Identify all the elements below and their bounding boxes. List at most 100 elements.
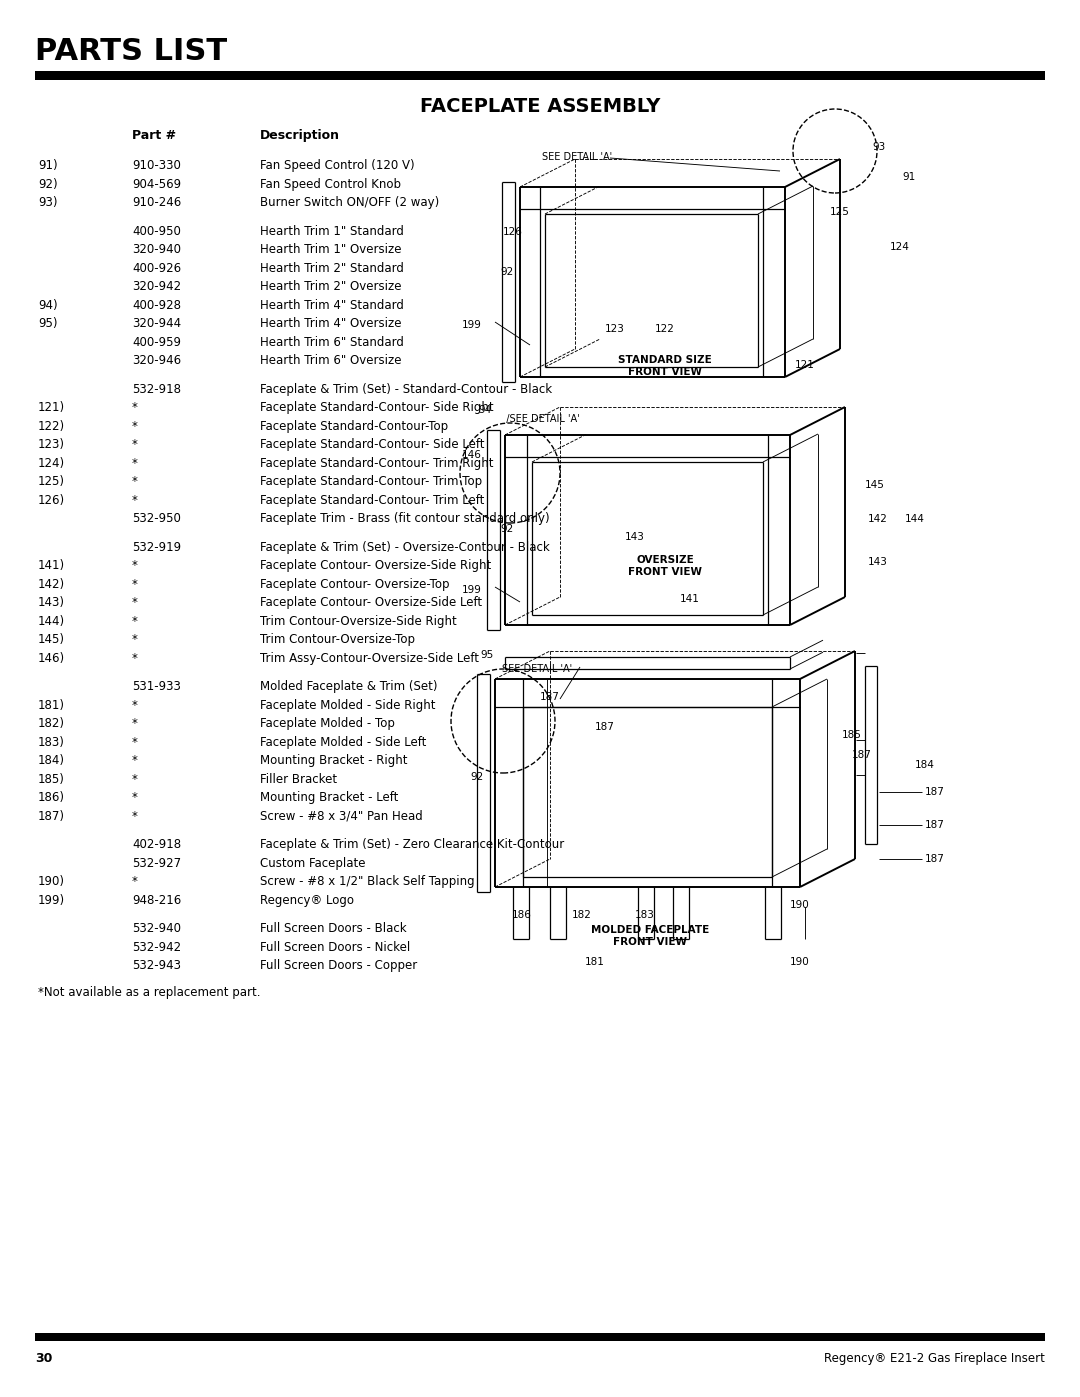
Text: *: * bbox=[132, 651, 138, 665]
Text: Faceplate Standard-Contour- Trim Right: Faceplate Standard-Contour- Trim Right bbox=[260, 457, 494, 469]
Text: Full Screen Doors - Copper: Full Screen Doors - Copper bbox=[260, 958, 417, 972]
Text: 400-926: 400-926 bbox=[132, 261, 181, 274]
Text: *: * bbox=[132, 633, 138, 645]
Text: STANDARD SIZE
FRONT VIEW: STANDARD SIZE FRONT VIEW bbox=[618, 355, 712, 377]
Text: Molded Faceplate & Trim (Set): Molded Faceplate & Trim (Set) bbox=[260, 680, 437, 693]
Text: 187: 187 bbox=[852, 750, 872, 760]
Text: Custom Faceplate: Custom Faceplate bbox=[260, 856, 365, 869]
Text: 185: 185 bbox=[842, 731, 862, 740]
Text: 532-940: 532-940 bbox=[132, 922, 181, 935]
Text: Fan Speed Control Knob: Fan Speed Control Knob bbox=[260, 177, 401, 190]
Text: 121: 121 bbox=[795, 360, 815, 370]
Text: 199: 199 bbox=[462, 320, 482, 330]
Text: *: * bbox=[132, 439, 138, 451]
Text: 94: 94 bbox=[478, 405, 491, 415]
Text: 402-918: 402-918 bbox=[132, 838, 181, 851]
Text: Regency® E21-2 Gas Fireplace Insert: Regency® E21-2 Gas Fireplace Insert bbox=[824, 1352, 1045, 1365]
Text: 91: 91 bbox=[902, 172, 915, 182]
Text: 124: 124 bbox=[890, 242, 909, 251]
Text: Part #: Part # bbox=[132, 129, 176, 142]
Text: 910-246: 910-246 bbox=[132, 196, 181, 210]
Text: OVERSIZE
FRONT VIEW: OVERSIZE FRONT VIEW bbox=[627, 555, 702, 577]
Text: 320-944: 320-944 bbox=[132, 317, 181, 330]
Text: Faceplate Standard-Contour- Side Left: Faceplate Standard-Contour- Side Left bbox=[260, 439, 485, 451]
Text: 125): 125) bbox=[38, 475, 65, 488]
Text: 184: 184 bbox=[915, 760, 935, 770]
Text: 185): 185) bbox=[38, 773, 65, 785]
Text: 532-943: 532-943 bbox=[132, 958, 181, 972]
Text: Faceplate Molded - Side Left: Faceplate Molded - Side Left bbox=[260, 735, 427, 749]
Text: Hearth Trim 6" Oversize: Hearth Trim 6" Oversize bbox=[260, 353, 402, 367]
Text: 182): 182) bbox=[38, 717, 65, 731]
Text: *: * bbox=[132, 698, 138, 711]
Text: *: * bbox=[132, 401, 138, 414]
Text: 143: 143 bbox=[868, 557, 888, 567]
Text: 190): 190) bbox=[38, 875, 65, 888]
Text: Hearth Trim 2" Oversize: Hearth Trim 2" Oversize bbox=[260, 279, 402, 293]
Text: 320-940: 320-940 bbox=[132, 243, 181, 256]
Text: 126: 126 bbox=[503, 226, 523, 237]
Text: *: * bbox=[132, 457, 138, 469]
Text: *Not available as a replacement part.: *Not available as a replacement part. bbox=[38, 985, 260, 999]
Text: 532-918: 532-918 bbox=[132, 383, 181, 395]
Text: Faceplate & Trim (Set) - Zero Clearance Kit-Contour: Faceplate & Trim (Set) - Zero Clearance … bbox=[260, 838, 564, 851]
Text: 126): 126) bbox=[38, 493, 65, 507]
Text: 186: 186 bbox=[512, 909, 531, 921]
Text: *: * bbox=[132, 615, 138, 627]
Text: 30: 30 bbox=[35, 1352, 52, 1365]
Text: 187: 187 bbox=[924, 820, 945, 830]
Text: Trim Assy-Contour-Oversize-Side Left: Trim Assy-Contour-Oversize-Side Left bbox=[260, 651, 480, 665]
Text: Screw - #8 x 1/2" Black Self Tapping: Screw - #8 x 1/2" Black Self Tapping bbox=[260, 875, 474, 888]
Text: 904-569: 904-569 bbox=[132, 177, 181, 190]
Text: *: * bbox=[132, 773, 138, 785]
Text: Description: Description bbox=[260, 129, 340, 142]
Text: Faceplate Contour- Oversize-Top: Faceplate Contour- Oversize-Top bbox=[260, 577, 449, 591]
Text: Faceplate & Trim (Set) - Standard-Contour - Black: Faceplate & Trim (Set) - Standard-Contou… bbox=[260, 383, 552, 395]
Text: Faceplate Trim - Brass (fit contour standard only): Faceplate Trim - Brass (fit contour stan… bbox=[260, 511, 550, 525]
Text: Trim Contour-Oversize-Side Right: Trim Contour-Oversize-Side Right bbox=[260, 615, 457, 627]
Text: 122): 122) bbox=[38, 419, 65, 433]
Text: 142: 142 bbox=[868, 514, 888, 524]
Text: 141): 141) bbox=[38, 559, 65, 571]
Text: *: * bbox=[132, 791, 138, 805]
Text: Full Screen Doors - Nickel: Full Screen Doors - Nickel bbox=[260, 940, 410, 954]
Text: 124): 124) bbox=[38, 457, 65, 469]
Text: *: * bbox=[132, 735, 138, 749]
Text: 532-927: 532-927 bbox=[132, 856, 181, 869]
Text: Faceplate Standard-Contour- Side Right: Faceplate Standard-Contour- Side Right bbox=[260, 401, 494, 414]
Text: Hearth Trim 4" Standard: Hearth Trim 4" Standard bbox=[260, 299, 404, 312]
Text: 187: 187 bbox=[924, 854, 945, 863]
Text: 182: 182 bbox=[572, 909, 592, 921]
Text: Faceplate Contour- Oversize-Side Right: Faceplate Contour- Oversize-Side Right bbox=[260, 559, 491, 571]
Text: 92): 92) bbox=[38, 177, 57, 190]
Text: 144: 144 bbox=[905, 514, 924, 524]
Text: 123: 123 bbox=[605, 324, 625, 334]
Text: *: * bbox=[132, 419, 138, 433]
Text: 532-919: 532-919 bbox=[132, 541, 181, 553]
Text: Hearth Trim 1" Standard: Hearth Trim 1" Standard bbox=[260, 225, 404, 237]
Text: Filler Bracket: Filler Bracket bbox=[260, 773, 337, 785]
Text: *: * bbox=[132, 475, 138, 488]
Text: 320-942: 320-942 bbox=[132, 279, 181, 293]
Text: 532-942: 532-942 bbox=[132, 940, 181, 954]
Text: /SEE DETAIL 'A': /SEE DETAIL 'A' bbox=[500, 414, 580, 425]
Text: Screw - #8 x 3/4" Pan Head: Screw - #8 x 3/4" Pan Head bbox=[260, 809, 422, 823]
Text: 146): 146) bbox=[38, 651, 65, 665]
Text: 532-950: 532-950 bbox=[132, 511, 180, 525]
Text: 93: 93 bbox=[872, 142, 886, 152]
Text: Faceplate Standard-Contour- Trim Left: Faceplate Standard-Contour- Trim Left bbox=[260, 493, 484, 507]
Text: 92: 92 bbox=[470, 773, 483, 782]
Text: Faceplate Standard-Contour- Trim Top: Faceplate Standard-Contour- Trim Top bbox=[260, 475, 482, 488]
Text: 948-216: 948-216 bbox=[132, 894, 181, 907]
Text: 199): 199) bbox=[38, 894, 65, 907]
Text: 184): 184) bbox=[38, 754, 65, 767]
Text: 183: 183 bbox=[635, 909, 654, 921]
Text: 143): 143) bbox=[38, 597, 65, 609]
Text: SEE DETAIL 'A': SEE DETAIL 'A' bbox=[502, 664, 572, 673]
Text: 93): 93) bbox=[38, 196, 57, 210]
Bar bbox=[35, 1333, 1045, 1341]
Text: 400-950: 400-950 bbox=[132, 225, 180, 237]
Text: 320-946: 320-946 bbox=[132, 353, 181, 367]
Text: 92: 92 bbox=[500, 267, 513, 277]
Text: 187: 187 bbox=[924, 787, 945, 798]
